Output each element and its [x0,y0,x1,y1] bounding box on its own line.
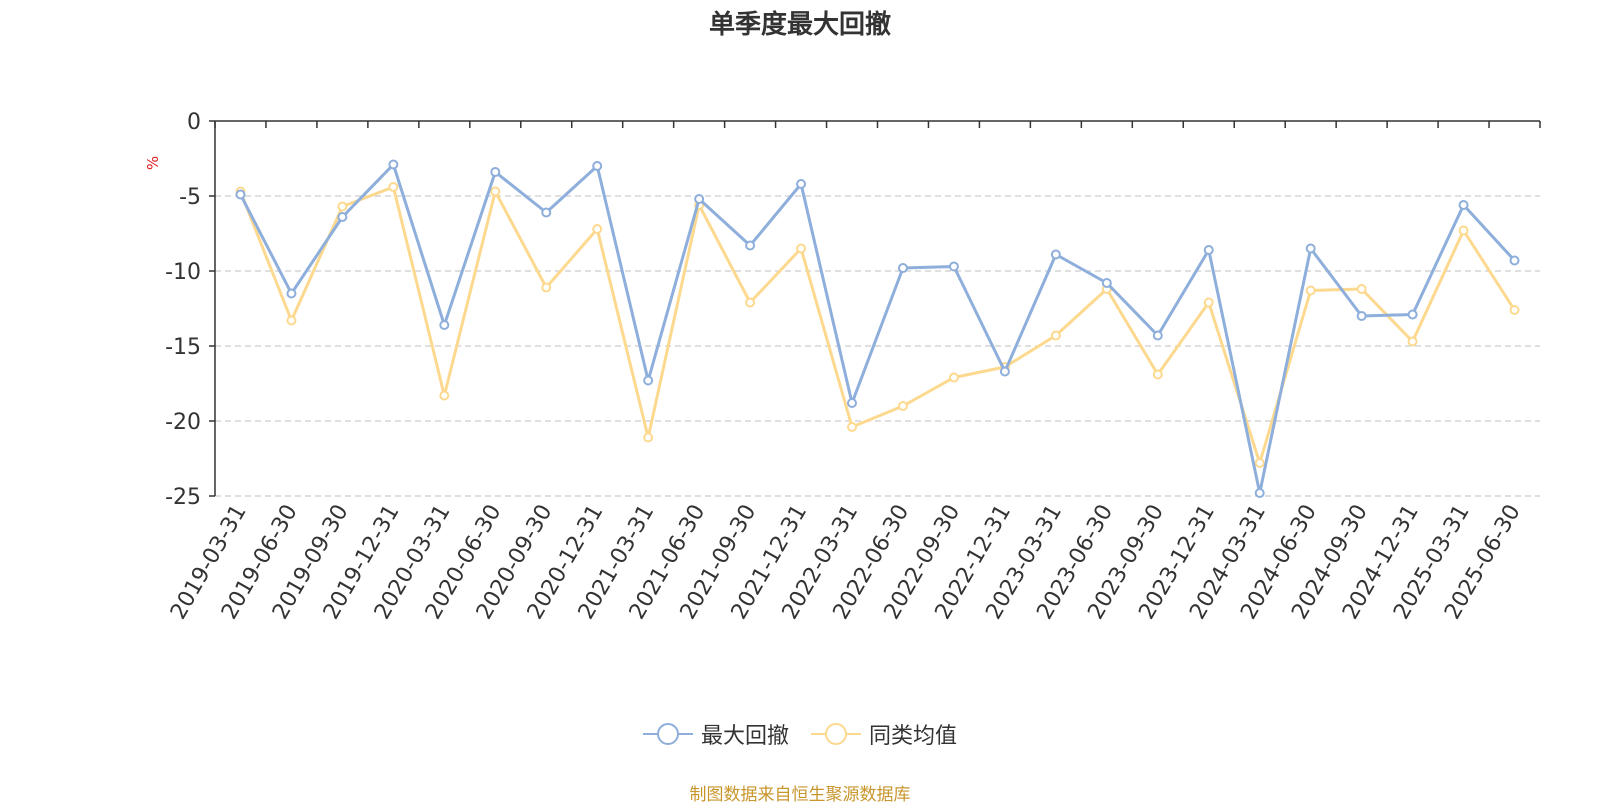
data-point[interactable] [388,159,399,170]
data-point[interactable] [796,179,807,189]
data-point[interactable] [1203,245,1214,255]
y-tick-label: -25 [165,485,201,510]
data-point[interactable] [286,315,297,326]
legend-label-peer-average: 同类均值 [869,724,958,749]
legend-item-max-drawdown[interactable]: 最大回撤 [642,718,789,750]
data-point[interactable] [286,288,297,299]
data-point[interactable] [592,224,603,234]
data-point[interactable] [745,297,756,308]
data-point[interactable] [948,261,959,272]
y-tick-label: -20 [165,410,201,435]
chart-title: 单季度最大回撤 [708,10,891,40]
series-max-drawdown [235,159,1520,498]
data-point[interactable] [388,182,399,192]
data-point[interactable] [1254,488,1265,498]
series-layer [235,159,1520,498]
data-point[interactable] [235,189,246,200]
y-tick-label: -5 [179,185,201,210]
y-tick-label: -15 [165,335,201,360]
grid-lines [215,195,1540,497]
data-point[interactable] [490,186,501,197]
data-point[interactable] [643,432,654,443]
data-point[interactable] [1407,336,1418,347]
series-line [239,163,1516,495]
data-point[interactable] [490,167,501,177]
data-point[interactable] [439,320,450,330]
data-point[interactable] [337,212,348,222]
data-point[interactable] [745,240,756,251]
data-point[interactable] [1509,255,1520,266]
data-point[interactable] [1305,285,1316,296]
data-source-note: 制图数据来自恒生聚源数据库 [689,785,911,805]
data-point[interactable] [541,207,552,218]
legend: 最大回撤 同类均值 [0,718,1600,750]
data-point[interactable] [439,390,450,401]
data-point[interactable] [643,375,654,386]
data-point[interactable] [1458,225,1469,236]
legend-swatch-max-drawdown [642,723,693,745]
data-point[interactable] [897,401,908,411]
data-point[interactable] [948,372,959,383]
series-line [239,185,1516,465]
y-tick-label: 0 [187,110,201,135]
data-point[interactable] [1356,311,1367,321]
legend-label-max-drawdown: 最大回撤 [700,724,789,749]
data-point[interactable] [592,161,603,171]
series-peer-average [235,182,1520,468]
data-point[interactable] [796,243,807,254]
data-point[interactable] [1050,330,1061,341]
data-point[interactable] [694,194,705,204]
data-point[interactable] [1152,330,1163,341]
data-point[interactable] [337,201,348,212]
data-point[interactable] [897,263,908,273]
x-tick-labels: 2019-03-312019-06-302019-09-302019-12-31… [166,500,1526,623]
data-point[interactable] [847,398,858,408]
data-point[interactable] [999,366,1010,377]
data-point[interactable] [1305,243,1316,254]
y-tick-labels: 0 -5 -10 -15 -20 -25 [165,110,201,510]
axes [209,120,1541,497]
data-point[interactable] [1101,278,1112,288]
data-point[interactable] [1254,458,1265,468]
y-tick-label: -10 [165,260,201,285]
data-point[interactable] [1152,369,1163,380]
data-point[interactable] [1050,249,1061,260]
data-point[interactable] [1356,284,1367,294]
legend-swatch-peer-average [811,723,861,745]
data-point[interactable] [1458,200,1469,210]
data-point[interactable] [1203,297,1214,308]
data-point[interactable] [541,282,552,293]
data-point[interactable] [1407,309,1418,320]
data-point[interactable] [847,422,858,432]
y-axis-unit: % [144,156,162,170]
legend-item-peer-average[interactable]: 同类均值 [811,718,957,750]
data-point[interactable] [1509,305,1520,315]
